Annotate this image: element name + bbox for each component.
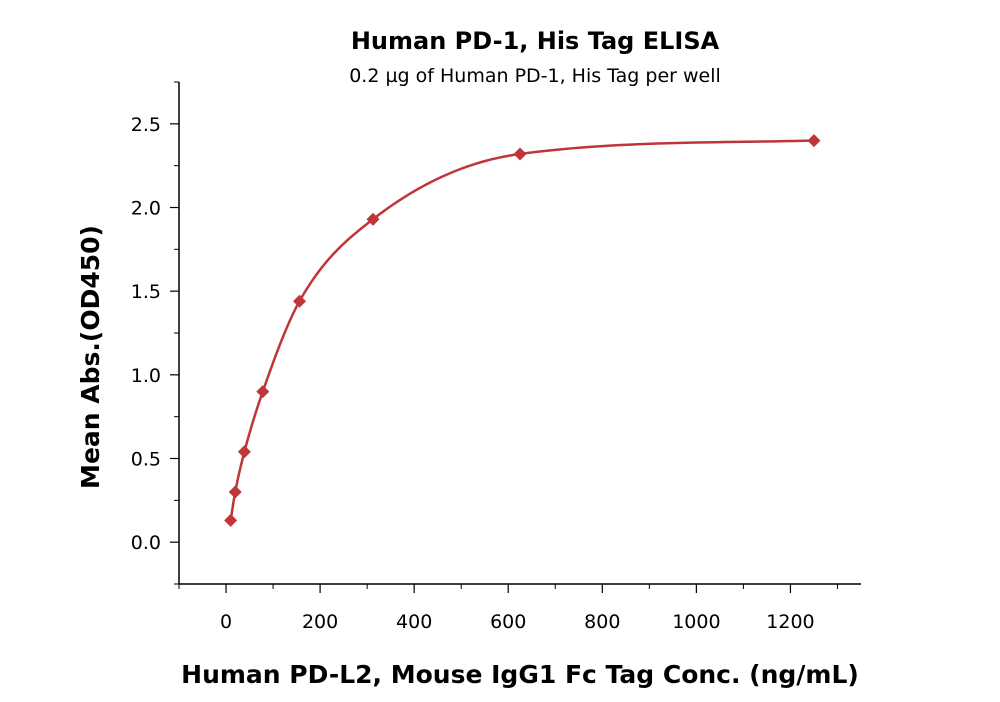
data-point: [513, 147, 527, 161]
x-tick-label: 800: [584, 611, 620, 633]
chart-subtitle: 0.2 µg of Human PD-1, His Tag per well: [349, 65, 721, 87]
data-point: [807, 134, 821, 148]
data-point: [366, 212, 380, 226]
fit-curve-layer: [229, 139, 814, 521]
y-axis-label: Mean Abs.(OD450): [76, 225, 105, 489]
data-point: [293, 294, 307, 308]
data-point: [256, 385, 270, 399]
data-point: [237, 445, 251, 459]
x-tick-label: 400: [396, 611, 432, 633]
x-tick-label: 1200: [766, 611, 814, 633]
x-tick-label: 200: [302, 611, 338, 633]
data-point: [224, 513, 238, 527]
data-point: [228, 485, 242, 499]
y-tick-label: 0.5: [131, 449, 161, 471]
y-tick-label: 0.0: [131, 532, 161, 554]
axes: 0 200 400 600 800 1000 1200 0.0 0.5 1.0 1.5 2.0 2.5: [131, 81, 861, 633]
y-tick-label: 2.5: [131, 114, 161, 136]
x-tick-label: 600: [490, 611, 526, 633]
y-tick-label: 2.0: [131, 198, 161, 220]
fit-curve: [229, 139, 814, 521]
x-tick-label: 1000: [672, 611, 720, 633]
chart-title: Human PD-1, His Tag ELISA: [351, 27, 720, 55]
y-tick-label: 1.5: [131, 281, 161, 303]
x-axis-label: Human PD-L2, Mouse IgG1 Fc Tag Conc. (ng…: [181, 660, 859, 689]
x-tick-label: 0: [220, 611, 232, 633]
y-tick-label: 1.0: [131, 365, 161, 387]
data-points: [224, 134, 821, 527]
